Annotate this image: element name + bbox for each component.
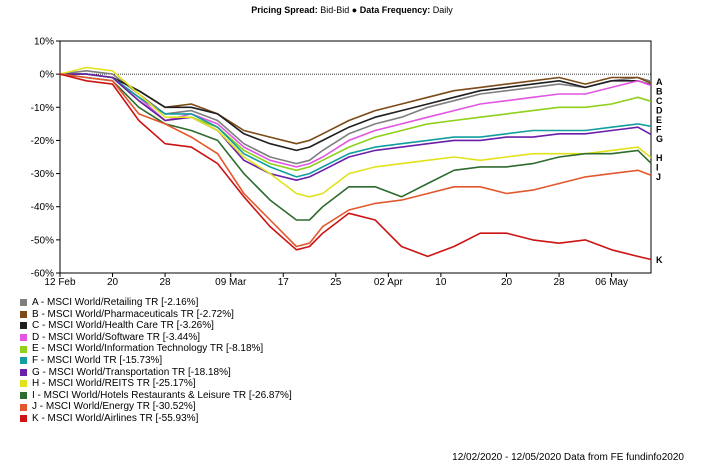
legend-label: J - MSCI World/Energy TR [-30.52%] xyxy=(32,401,196,413)
legend-label: E - MSCI World/Information Technology TR… xyxy=(32,343,264,355)
data-frequency-label: Data Frequency: xyxy=(359,5,431,15)
x-tick-label: 06 May xyxy=(595,277,628,288)
end-label-d: D xyxy=(656,105,663,115)
end-label-f: F xyxy=(656,124,662,134)
legend-label: I - MSCI World/Hotels Restaurants & Leis… xyxy=(32,389,292,401)
x-tick-label: 20 xyxy=(107,277,119,288)
x-tick-label: 28 xyxy=(160,277,172,288)
end-label-k: K xyxy=(656,255,663,265)
legend-label: F - MSCI World TR [-15.73%] xyxy=(32,354,163,366)
data-frequency-value: Daily xyxy=(432,5,453,15)
y-tick-label: 10% xyxy=(34,37,54,48)
x-tick-label: 02 Apr xyxy=(374,277,404,288)
chart-legend: A - MSCI World/Retailing TR [-2.16%] B - … xyxy=(20,297,292,425)
performance-line-chart: 10% 0% -10% -20% -30% -40% -50% -60%12 Feb 20 28 0… xyxy=(31,37,663,289)
x-tick-label: 28 xyxy=(554,277,566,288)
legend-item-c: C - MSCI World/Health Care TR [-3.26%] xyxy=(20,320,292,332)
legend-label: A - MSCI World/Retailing TR [-2.16%] xyxy=(32,297,199,308)
legend-swatch xyxy=(20,380,27,388)
legend-swatch xyxy=(20,392,27,400)
end-label-i: I xyxy=(656,163,659,173)
legend-swatch xyxy=(20,368,27,376)
legend-label: K - MSCI World/Airlines TR [-55.93%] xyxy=(32,412,199,424)
end-label-a: A xyxy=(656,77,663,87)
legend-item-b: B - MSCI World/Pharmaceuticals TR [-2.72… xyxy=(20,309,292,321)
end-label-b: B xyxy=(656,86,663,96)
end-label-h: H xyxy=(656,153,663,163)
legend-item-j: J - MSCI World/Energy TR [-30.52%] xyxy=(20,401,292,413)
series-line-f xyxy=(60,73,652,178)
legend-swatch xyxy=(20,403,27,411)
end-label-e: E xyxy=(656,115,662,125)
legend-swatch xyxy=(20,415,27,423)
legend-item-h: H - MSCI World/REITS TR [-25.17%] xyxy=(20,378,292,390)
legend-label: C - MSCI World/Health Care TR [-3.26%] xyxy=(32,320,214,332)
legend-item-g: G - MSCI World/Transportation TR [-18.18… xyxy=(20,367,292,379)
legend-item-f: F - MSCI World TR [-15.73%] xyxy=(20,355,292,367)
legend-item-i: I - MSCI World/Hotels Restaurants & Leis… xyxy=(20,390,292,402)
legend-label: H - MSCI World/REITS TR [-25.17%] xyxy=(32,378,196,390)
x-tick-label: 12 Feb xyxy=(44,277,76,288)
legend-swatch xyxy=(20,310,27,318)
series-line-g xyxy=(60,73,652,181)
header-separator: ● xyxy=(351,5,358,15)
series-line-c xyxy=(60,73,652,152)
y-tick-label: -20% xyxy=(31,136,54,147)
x-tick-label: 10 xyxy=(435,277,447,288)
y-tick-label: -40% xyxy=(31,202,54,213)
end-label-g: G xyxy=(656,134,663,144)
footer-date-range: 12/02/2020 - 12/05/2020 Data from FE fun… xyxy=(452,452,684,463)
y-tick-label: -60% xyxy=(31,269,54,280)
series-line-k xyxy=(59,73,652,261)
chart-axes: 10% 0% -10% -20% -30% -40% -50% -60%12 Feb 20 28 0… xyxy=(31,37,652,288)
series-line-j xyxy=(59,73,652,248)
legend-label: G - MSCI World/Transportation TR [-18.18… xyxy=(32,366,231,378)
legend-item-e: E - MSCI World/Information Technology TR… xyxy=(20,343,292,355)
legend-item-d: D - MSCI World/Software TR [-3.44%] xyxy=(20,332,292,344)
chart-header: Pricing Spread: Bid-Bid ● Data Frequency… xyxy=(0,5,704,15)
legend-label: D - MSCI World/Software TR [-3.44%] xyxy=(32,331,201,343)
y-tick-label: -10% xyxy=(31,103,54,114)
legend-swatch xyxy=(20,322,27,330)
pricing-spread-label: Pricing Spread: xyxy=(251,5,318,15)
x-tick-label: 25 xyxy=(330,277,342,288)
y-tick-label: 0% xyxy=(40,70,55,81)
legend-item-k: K - MSCI World/Airlines TR [-55.93%] xyxy=(20,413,292,425)
x-tick-label: 17 xyxy=(278,277,290,288)
x-tick-label: 09 Mar xyxy=(215,277,247,288)
legend-item-a: A - MSCI World/Retailing TR [-2.16%] xyxy=(20,297,292,309)
end-label-j: J xyxy=(656,172,661,182)
series-line-h xyxy=(59,66,652,198)
y-tick-label: -30% xyxy=(31,169,54,180)
legend-swatch xyxy=(20,334,27,342)
legend-label: B - MSCI World/Pharmaceuticals TR [-2.72… xyxy=(32,308,234,320)
pricing-spread-value: Bid-Bid xyxy=(320,5,350,15)
y-tick-label: -50% xyxy=(31,235,54,246)
legend-swatch xyxy=(20,345,27,353)
x-tick-label: 20 xyxy=(501,277,513,288)
legend-swatch xyxy=(20,357,27,365)
legend-swatch xyxy=(20,299,27,307)
end-label-c: C xyxy=(656,96,663,106)
